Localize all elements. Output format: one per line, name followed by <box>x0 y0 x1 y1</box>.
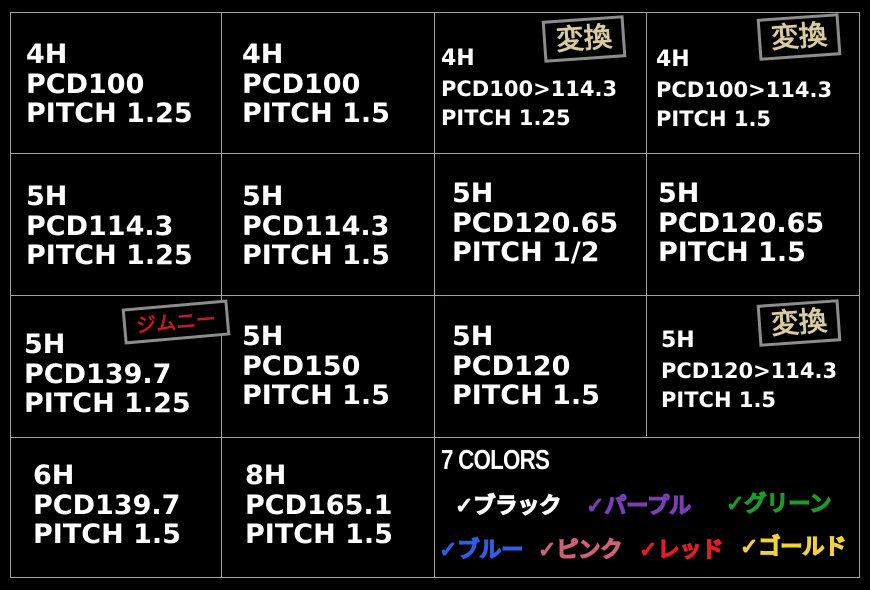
pitch: PITCH 1.5 <box>452 380 600 412</box>
spec-cell: 4H PCD100 PITCH 1.5 <box>242 40 390 129</box>
pitch: PITCH 1.25 <box>26 98 193 130</box>
spec-cell: 5H PCD120.65 PITCH 1.5 <box>658 179 824 268</box>
color-option-pink: ✓ピンク <box>537 537 623 563</box>
pcd: PCD165.1 <box>245 489 393 521</box>
pitch: PITCH 1.25 <box>441 106 571 131</box>
spec-cell: 8H PCD165.1 PITCH 1.5 <box>245 461 393 550</box>
pitch: PITCH 1.5 <box>656 107 772 132</box>
hole-count: 5H <box>24 329 66 360</box>
color-option-red: ✓レッド <box>638 537 724 563</box>
pcd: PCD150 <box>242 350 361 382</box>
pcd: PCD139.7 <box>24 358 172 390</box>
divider <box>10 437 860 438</box>
pitch: PITCH 1.5 <box>658 237 806 269</box>
pitch: PITCH 1.5 <box>661 388 777 413</box>
pcd: PCD100>114.3 <box>656 77 833 102</box>
divider <box>10 153 860 154</box>
divider <box>646 12 647 436</box>
color-option-blue: ✓ブルー <box>438 537 524 563</box>
color-option-green: ✓グリーン <box>725 491 832 517</box>
spec-cell: 5H PCD114.3 PITCH 1.25 <box>26 182 193 271</box>
pcd: PCD120.65 <box>658 207 825 239</box>
pitch: PITCH 1.25 <box>26 240 193 272</box>
pitch: PITCH 1/2 <box>452 237 600 269</box>
spec-cell: 5H PCD114.3 PITCH 1.5 <box>242 182 390 271</box>
divider <box>10 295 860 296</box>
pcd: PCD139.7 <box>33 489 181 521</box>
pcd: PCD120.65 <box>452 207 619 239</box>
pcd: PCD100 <box>242 68 361 100</box>
hole-count: 5H <box>26 181 68 212</box>
hole-count: 5H <box>661 328 695 353</box>
hole-count: 5H <box>658 178 700 209</box>
pcd: PCD120>114.3 <box>661 358 838 383</box>
hole-count: 6H <box>33 460 75 491</box>
hole-count: 8H <box>245 460 287 491</box>
conversion-badge: 変換 <box>756 299 842 347</box>
pitch: PITCH 1.5 <box>242 98 390 130</box>
conversion-badge: 変換 <box>756 13 842 61</box>
pcd: PCD100>114.3 <box>441 76 618 101</box>
hole-count: 4H <box>441 46 475 71</box>
spec-cell: 5H PCD120>114.3 PITCH 1.5 <box>661 326 837 416</box>
spec-cell: 5H PCD139.7 PITCH 1.25 <box>24 330 191 419</box>
pitch: PITCH 1.5 <box>245 519 393 551</box>
conversion-badge: 変換 <box>541 15 627 63</box>
color-option-purple: ✓パープル <box>585 493 692 519</box>
hole-count: 4H <box>242 39 284 70</box>
hole-count: 5H <box>452 321 494 352</box>
spec-cell: 4H PCD100>114.3 PITCH 1.5 <box>656 45 832 135</box>
hole-count: 5H <box>452 178 494 209</box>
pcd: PCD114.3 <box>26 210 174 242</box>
pitch: PITCH 1.25 <box>24 388 191 420</box>
spec-cell: 4H PCD100>114.3 PITCH 1.25 <box>441 44 617 134</box>
spec-cell: 5H PCD120 PITCH 1.5 <box>452 322 600 411</box>
hole-count: 5H <box>242 321 284 352</box>
hole-count: 4H <box>656 47 690 72</box>
spec-cell: 6H PCD139.7 PITCH 1.5 <box>33 461 181 550</box>
hole-count: 5H <box>242 181 284 212</box>
hole-count: 4H <box>26 39 68 70</box>
pcd: PCD114.3 <box>242 210 390 242</box>
color-option-gold: ✓ゴールド <box>739 534 847 560</box>
spec-cell: 5H PCD120.65 PITCH 1/2 <box>452 179 618 268</box>
color-option-black: ✓ブラック <box>454 493 562 519</box>
pitch: PITCH 1.5 <box>33 519 181 551</box>
pitch: PITCH 1.5 <box>242 380 390 412</box>
pcd: PCD100 <box>26 68 145 100</box>
colors-title: 7 COLORS <box>441 444 550 475</box>
pcd: PCD120 <box>452 350 571 382</box>
spec-cell: 5H PCD150 PITCH 1.5 <box>242 322 390 411</box>
pitch: PITCH 1.5 <box>242 240 390 272</box>
spec-cell: 4H PCD100 PITCH 1.25 <box>26 40 193 129</box>
